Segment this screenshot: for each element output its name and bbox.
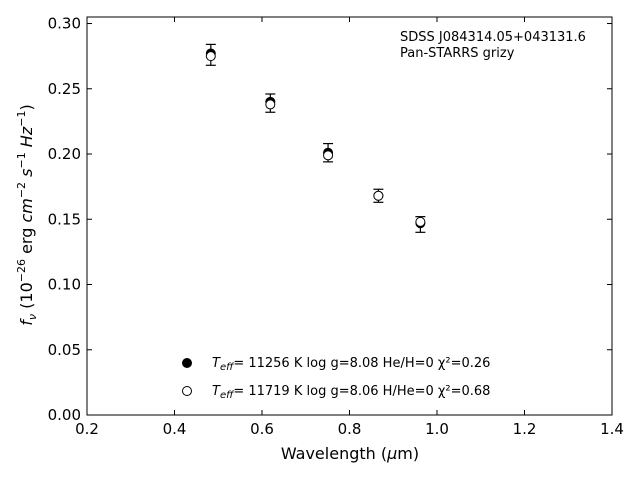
- model-point-db: [323, 150, 334, 161]
- y-tick-label: 0.00: [48, 406, 81, 424]
- legend-marker-filled: [182, 358, 192, 368]
- x-tick-label: 1.4: [600, 420, 624, 438]
- legend-entry-2-text: = 11719 K log g=8.06 H/He=0 χ²=0.68: [233, 384, 490, 399]
- legend-entry-1-text: = 11256 K log g=8.08 He/H=0 χ²=0.26: [233, 356, 490, 371]
- y-tick-label: 0.25: [48, 80, 81, 98]
- model-point-db: [415, 216, 426, 227]
- model-point-db: [205, 51, 216, 62]
- y-tick-label: 0.05: [48, 341, 81, 359]
- y-tick-label: 0.15: [48, 210, 81, 228]
- legend-entry-1: Teff= 11256 K log g=8.08 He/H=0 χ²=0.26: [212, 356, 490, 373]
- x-tick-label: 0.6: [250, 420, 274, 438]
- x-axis-label: Wavelength (μm): [281, 444, 419, 463]
- y-tick-label: 0.20: [48, 145, 81, 163]
- x-tick-label: 1.2: [513, 420, 537, 438]
- annotation-line-1: SDSS J084314.05+043131.6: [400, 30, 586, 45]
- annotation-line-2: Pan-STARRS grizy: [400, 46, 515, 61]
- legend-entry-2: Teff= 11719 K log g=8.06 H/He=0 χ²=0.68: [212, 384, 490, 401]
- x-tick-label: 0.8: [338, 420, 362, 438]
- model-point-db: [373, 190, 384, 201]
- x-tick-label: 0.4: [163, 420, 187, 438]
- x-tick-label: 0.2: [75, 420, 99, 438]
- y-tick-label: 0.10: [48, 276, 81, 294]
- x-tick-label: 1.0: [425, 420, 449, 438]
- model-point-db: [265, 99, 276, 110]
- y-axis-label: fν (10−26 erg cm−2 s−1 Hz−1): [15, 104, 39, 325]
- legend-marker-open: [182, 386, 192, 396]
- legend: Teff= 11256 K log g=8.08 He/H=0 χ²=0.26 …: [182, 356, 490, 401]
- plot-area: 0.2 0.4 0.6 0.8 1.0 1.2 1.4 0.00 0.05 0.10 0.15 0.2…: [48, 15, 624, 438]
- y-tick-label: 0.30: [48, 15, 81, 33]
